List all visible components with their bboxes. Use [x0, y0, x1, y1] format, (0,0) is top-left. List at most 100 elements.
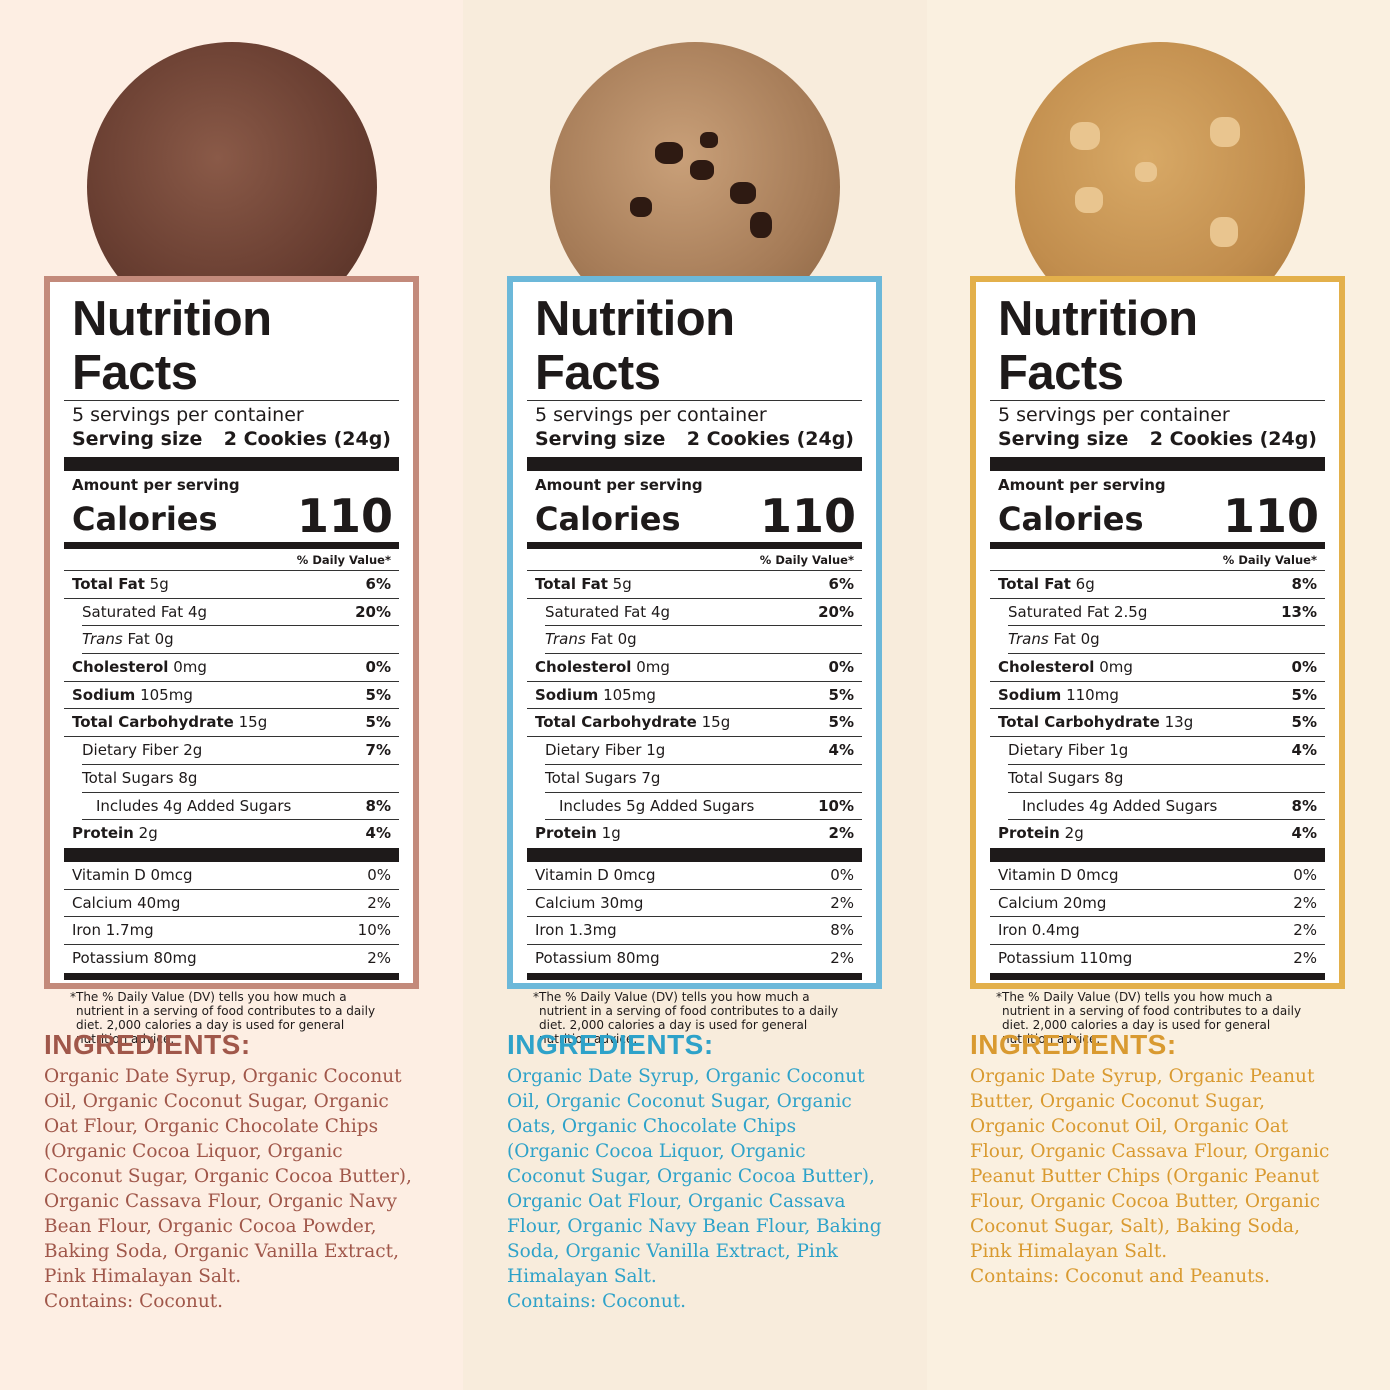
nutrient-amount: 0g	[154, 630, 174, 649]
daily-value-percent: 2%	[367, 893, 391, 912]
nutrient-amount: 4g	[650, 602, 671, 621]
allergen-contains: Contains: Coconut.	[44, 1291, 224, 1312]
daily-value-percent: 2%	[1293, 893, 1317, 912]
nutrient-name: Cholesterol	[72, 658, 169, 677]
nutrition-facts-label: Nutrition Facts 5 servings per container…	[507, 276, 882, 1046]
ingredients: INGREDIENTS: Organic Date Syrup, Organic…	[970, 1028, 1345, 1289]
daily-value-percent: 0%	[365, 658, 391, 677]
nutrient-row: Sodium 105mg 5%	[64, 682, 399, 710]
daily-value-percent: 8%	[1291, 796, 1317, 815]
divider	[527, 542, 862, 549]
nutrient-row: Saturated Fat 4g 20%	[82, 599, 399, 627]
daily-value-percent: 20%	[818, 602, 854, 621]
nutrient-name: Total Sugars	[82, 768, 174, 787]
calories-value: 110	[759, 489, 856, 543]
nutrient-amount: 1g	[646, 741, 666, 760]
calories: Calories 110	[527, 489, 862, 543]
ingredients-heading: INGREDIENTS:	[44, 1029, 251, 1060]
chip	[1075, 187, 1103, 213]
daily-value-percent: 20%	[355, 602, 391, 621]
nutrient-name: Fat	[122, 630, 150, 649]
chip	[690, 160, 714, 180]
nutrient-row: Dietary Fiber 1g 4%	[545, 737, 862, 765]
daily-value-percent: 8%	[1291, 575, 1317, 593]
nutrient-row: Cholesterol 0mg 0%	[64, 654, 399, 682]
nutrient-name: Total Fat	[535, 575, 608, 593]
divider	[990, 542, 1325, 549]
chip	[730, 182, 756, 204]
daily-value-header: % Daily Value*	[64, 549, 399, 571]
nutrient-row: Protein 1g 2%	[527, 820, 862, 848]
nutrient-name: Cholesterol	[535, 658, 632, 677]
nutrient-row: Includes 4g Added Sugars 8%	[82, 793, 399, 821]
vitamin-row: Vitamin D 0mcg 0%	[527, 862, 862, 890]
vitamin-row: Calcium 20mg 2%	[990, 890, 1325, 918]
nutrient-amount: 6g	[1075, 575, 1095, 593]
amount-per-serving: Amount per serving	[535, 476, 703, 494]
chip	[655, 142, 683, 164]
nutrient-name: Protein	[72, 824, 134, 843]
serving-size: Serving size 2 Cookies (24g)	[64, 427, 399, 451]
nutrient-row: Protein 2g 4%	[64, 820, 399, 848]
daily-value-percent: 2%	[1293, 948, 1317, 967]
vitamin-name: Potassium 80mg	[535, 948, 660, 967]
nutrient-row: Total Carbohydrate 13g 5%	[990, 709, 1325, 738]
daily-value-percent: 0%	[828, 658, 854, 677]
vitamin-name: Vitamin D 0mcg	[998, 865, 1119, 884]
nutrient-name-italic: Trans	[545, 630, 586, 649]
ingredients-list: Organic Date Syrup, Organic Peanut Butte…	[970, 1066, 1330, 1262]
nutrient-name: Total Sugars	[545, 768, 637, 787]
serving-size-value: 2 Cookies (24g)	[1149, 428, 1317, 450]
daily-value-percent: 10%	[818, 796, 854, 815]
calories-label: Calories	[72, 500, 218, 538]
vitamin-row: Calcium 40mg 2%	[64, 890, 399, 918]
nutrient-name: Includes 5g Added Sugars	[559, 796, 755, 815]
ingredients: INGREDIENTS: Organic Date Syrup, Organic…	[507, 1028, 882, 1314]
nutrient-row: Dietary Fiber 2g 7%	[82, 737, 399, 765]
vitamin-name: Iron 0.4mg	[998, 921, 1080, 940]
daily-value-percent: 0%	[830, 865, 854, 884]
daily-value-percent: 5%	[1291, 713, 1317, 732]
chip	[630, 197, 652, 217]
nutrient-name: Saturated Fat	[1008, 602, 1110, 621]
nutrient-row: Total Sugars 8g	[82, 765, 399, 793]
daily-value-percent: 5%	[1291, 685, 1317, 704]
nutrient-row: Total Fat 5g 6%	[64, 571, 399, 599]
amount-per-serving: Amount per serving	[998, 476, 1166, 494]
servings-per-container: 5 servings per container	[535, 404, 767, 426]
ingredients-heading: INGREDIENTS:	[507, 1029, 714, 1060]
ingredients-heading: INGREDIENTS:	[970, 1029, 1177, 1060]
footnote-text: The % Daily Value (DV) tells you how muc…	[1002, 989, 1302, 1046]
daily-value-percent: 10%	[357, 921, 391, 940]
nutrient-row: Dietary Fiber 1g 4%	[1008, 737, 1325, 765]
serving-size-value: 2 Cookies (24g)	[686, 428, 854, 450]
serving-size-label: Serving size	[535, 428, 666, 450]
divider	[64, 542, 399, 549]
divider	[527, 972, 862, 980]
nutrition-facts-label: Nutrition Facts 5 servings per container…	[970, 276, 1345, 1046]
vitamin-row: Potassium 80mg 2%	[527, 945, 862, 973]
serving-size-value: 2 Cookies (24g)	[223, 428, 391, 450]
calories-value: 110	[1222, 489, 1319, 543]
footnote-star: *	[70, 989, 76, 1004]
nutrient-name-italic: Trans	[82, 630, 123, 649]
servings-per-container: 5 servings per container	[72, 404, 304, 426]
divider	[990, 457, 1325, 471]
nutrient-amount: 0mg	[636, 658, 670, 677]
nutrient-row: Total Carbohydrate 15g 5%	[527, 709, 862, 738]
chip	[1135, 162, 1157, 182]
allergen-contains: Contains: Coconut.	[507, 1291, 687, 1312]
nutrient-name: Dietary Fiber	[82, 741, 179, 760]
daily-value-percent: 4%	[828, 741, 854, 760]
chip	[700, 132, 718, 148]
vitamin-row: Iron 1.7mg 10%	[64, 917, 399, 945]
daily-value-percent: 0%	[367, 865, 391, 884]
nutrient-amount: 2.5g	[1113, 602, 1148, 621]
serving-size: Serving size 2 Cookies (24g)	[527, 427, 862, 451]
nutrient-row: Trans Fat 0g	[82, 626, 399, 655]
footnote-star: *	[996, 989, 1002, 1004]
vitamin-name: Vitamin D 0mcg	[72, 865, 193, 884]
daily-value-percent: 0%	[1291, 658, 1317, 677]
ingredients-list: Organic Date Syrup, Organic Coconut Oil,…	[44, 1066, 412, 1287]
nutrient-row: Sodium 105mg 5%	[527, 682, 862, 710]
